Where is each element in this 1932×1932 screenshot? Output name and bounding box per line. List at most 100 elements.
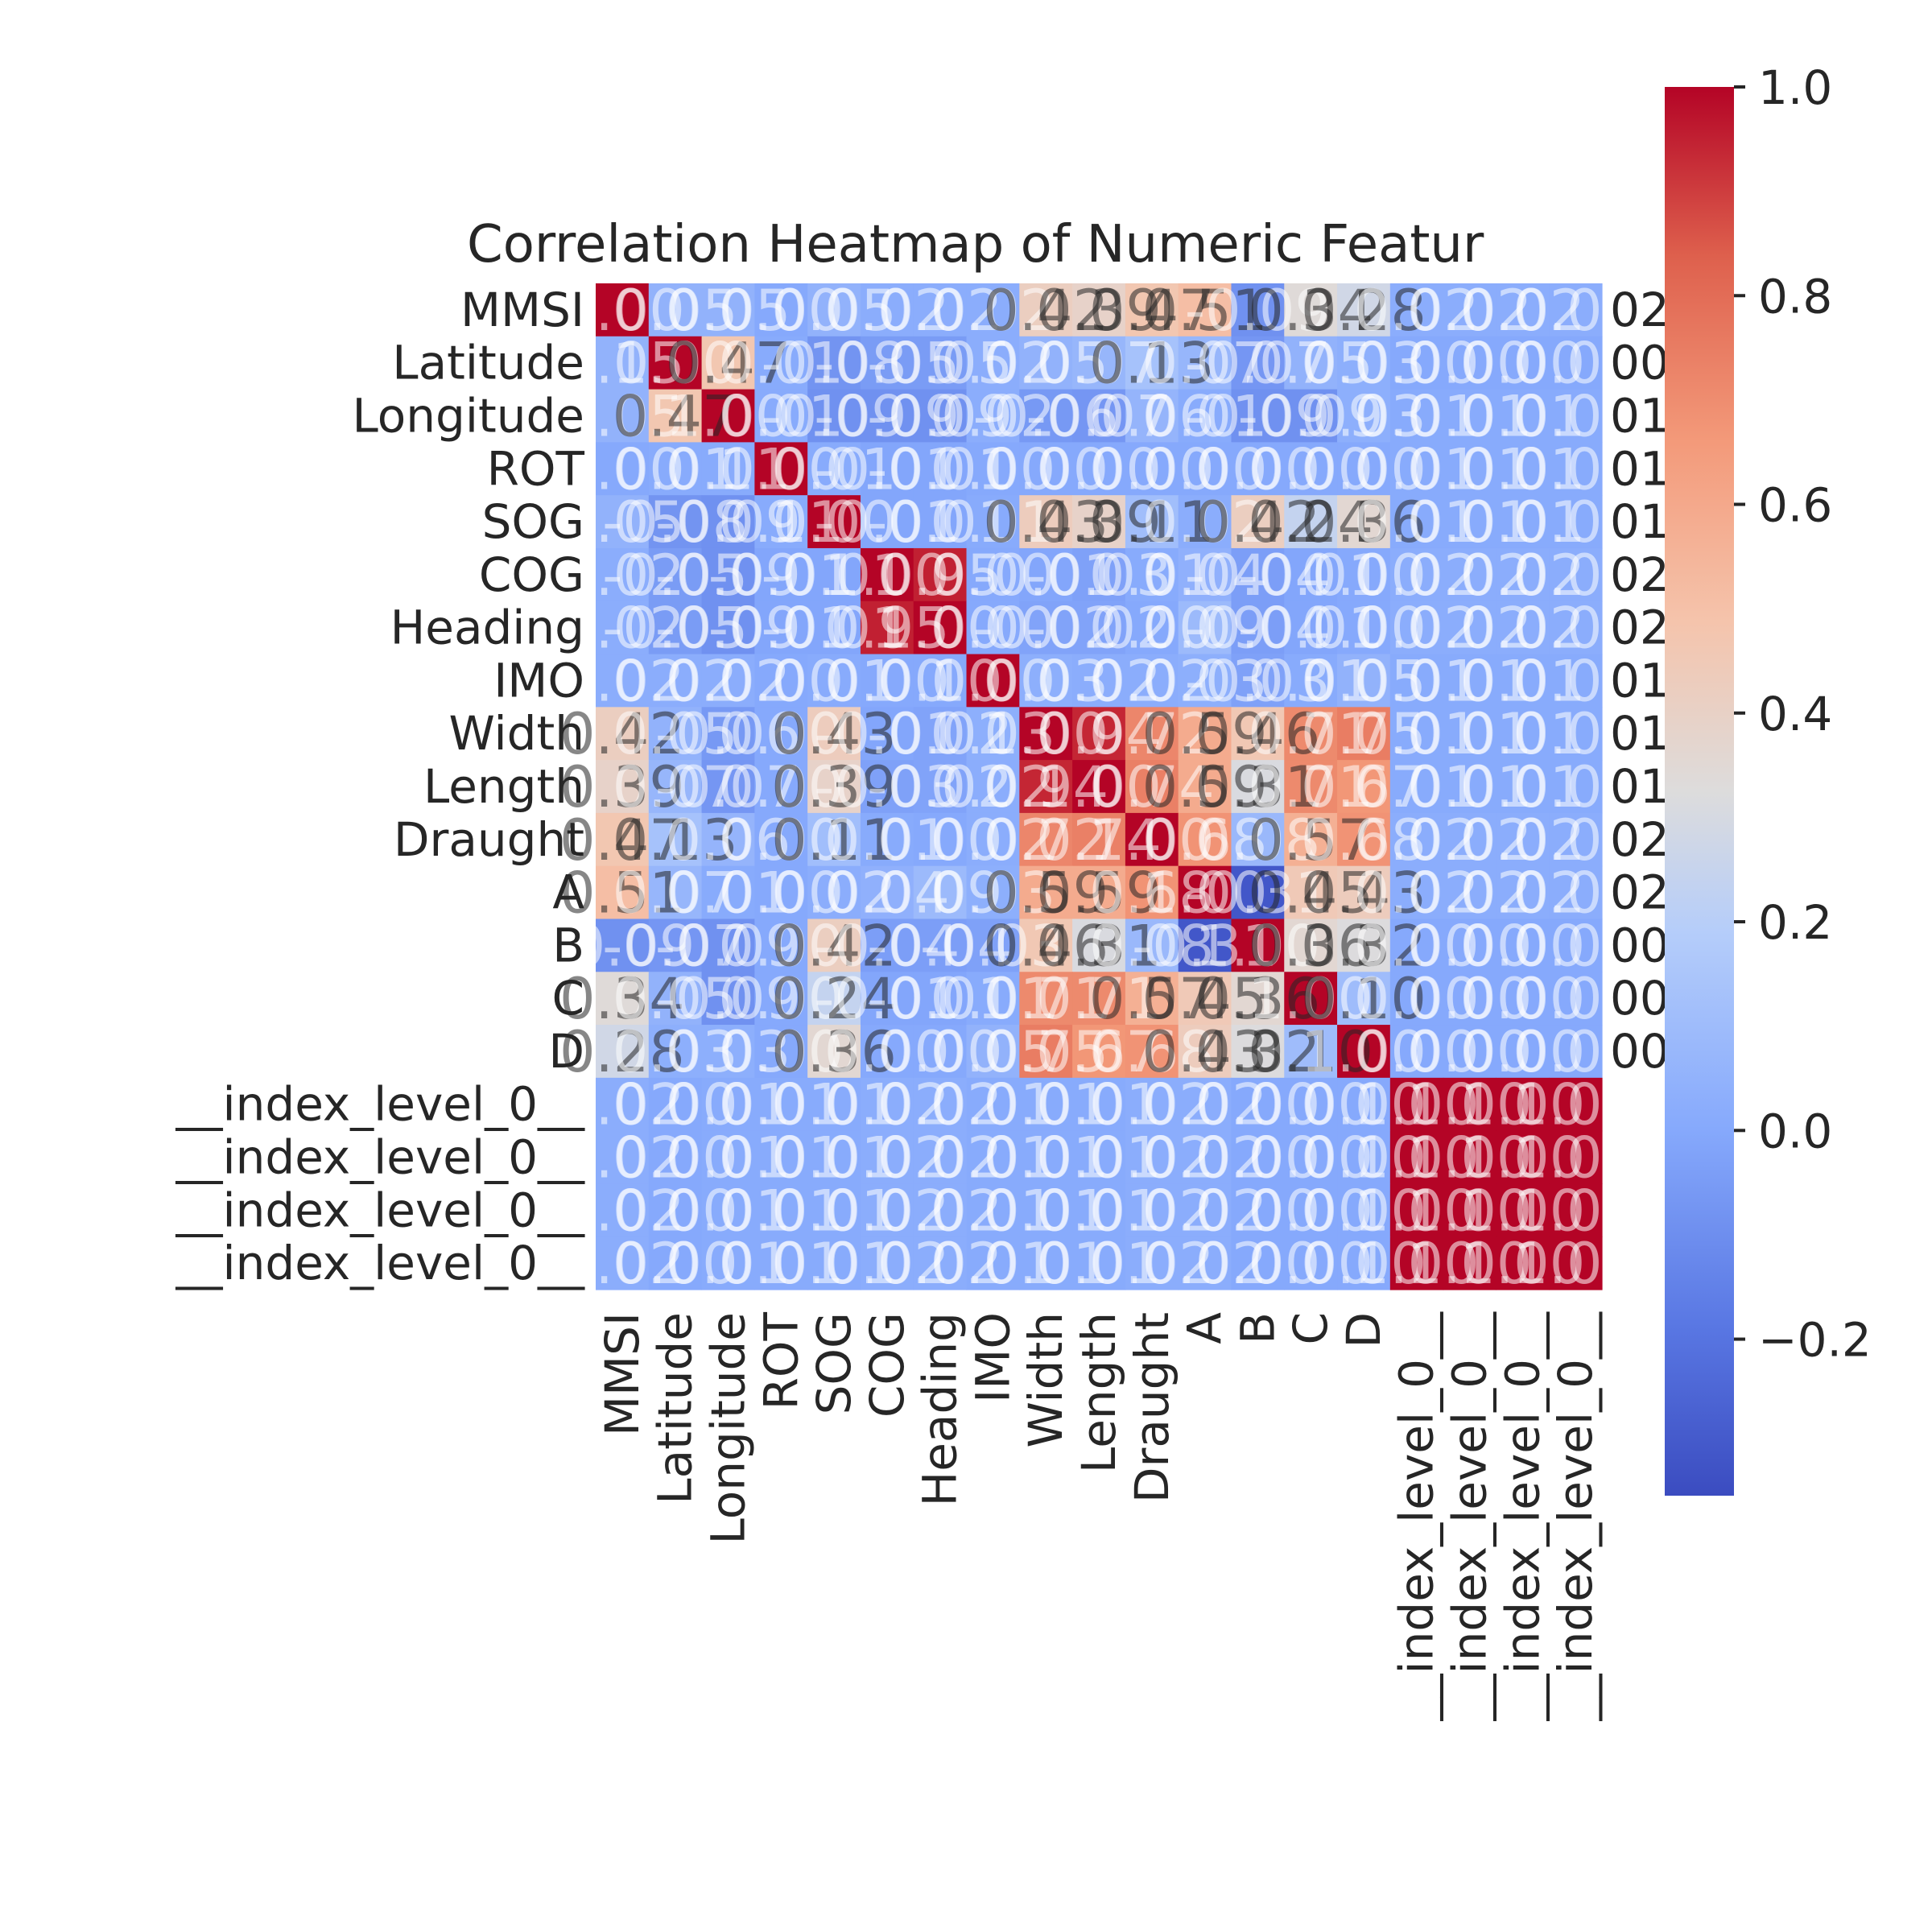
heatmap-cell <box>860 760 914 814</box>
heatmap-cell <box>701 812 755 867</box>
cell-annotation: 0.68 <box>1089 861 1215 927</box>
cell-annotation: 0.05 <box>613 966 738 1032</box>
cell-annotation: 0.00 <box>877 1019 1003 1085</box>
cell-annotation: -0.09 <box>655 489 801 555</box>
cell-annotation: 0.47 <box>559 807 685 873</box>
cell-annotation: -0.01 <box>1238 543 1384 609</box>
cell-annotation: 0.43 <box>771 701 897 767</box>
cell-annotation: 0.00 <box>1301 543 1426 609</box>
heatmap-cell <box>754 495 808 549</box>
heatmap-cell <box>913 865 968 920</box>
heatmap-cell <box>1443 389 1497 443</box>
heatmap-cell <box>1178 1183 1232 1237</box>
heatmap-cell <box>596 1236 650 1290</box>
column-label: COG <box>860 1312 914 1418</box>
cell-annotation: 0.07 <box>1142 331 1268 397</box>
cell-annotation: 0.00 <box>1248 1178 1373 1244</box>
cell-annotation: 0.01 <box>1407 754 1533 820</box>
cell-annotation: 0.03 <box>1142 648 1268 714</box>
row-label: SOG <box>482 494 584 549</box>
heatmap-cell <box>807 495 861 549</box>
cell-annotation: 0.00 <box>613 1178 738 1244</box>
cell-annotation: 0.03 <box>1301 383 1426 449</box>
heatmap-cell <box>1072 283 1126 337</box>
heatmap-cell <box>754 1025 808 1079</box>
heatmap-cell <box>1019 601 1073 655</box>
cell-annotation: 0.02 <box>1142 1072 1268 1138</box>
cell-annotation: 0.00 <box>718 807 844 873</box>
cell-annotation: 0.02 <box>1459 278 1585 344</box>
cell-annotation: 1.00 <box>983 701 1108 767</box>
heatmap-cell <box>1496 760 1550 814</box>
cell-annotation: 0.00 <box>1195 1231 1320 1297</box>
cell-annotation: 0.00 <box>1513 331 1638 397</box>
cell-annotation: -0.09 <box>867 383 1013 449</box>
heatmap-cell <box>913 336 968 390</box>
cell-annotation: 0.00 <box>1301 1178 1426 1244</box>
heatmap-cell <box>596 865 650 920</box>
cell-annotation: 0.00 <box>1248 436 1373 502</box>
cell-annotation: -0.01 <box>867 966 1013 1032</box>
cell-annotation: 0.02 <box>559 543 685 609</box>
cell-annotation: -0.01 <box>973 543 1119 609</box>
cell-annotation: 0.01 <box>1407 701 1533 767</box>
heatmap-cell <box>1549 495 1603 549</box>
heatmap-cell <box>1284 760 1338 814</box>
cell-annotation: 0.02 <box>559 596 685 662</box>
heatmap-cell <box>1072 865 1126 920</box>
heatmap-cell <box>1284 547 1338 602</box>
cell-annotation: 0.02 <box>1513 861 1638 927</box>
heatmap-cell <box>1496 495 1550 549</box>
cell-annotation: 1.00 <box>1459 1125 1585 1191</box>
heatmap-cell <box>1443 495 1497 549</box>
cell-annotation: 0.02 <box>559 1072 685 1138</box>
heatmap-cell <box>1443 547 1497 602</box>
heatmap-cell <box>1389 1130 1444 1185</box>
heatmap-cell <box>966 389 1020 443</box>
row-label: A <box>552 865 584 920</box>
cell-annotation: 0.11 <box>1089 489 1215 555</box>
row-trailing-label: 00 <box>1610 918 1670 972</box>
cell-annotation: 0.01 <box>1513 701 1638 767</box>
cell-annotation: 0.00 <box>1195 1178 1320 1244</box>
cell-annotation: 1.00 <box>1354 1178 1480 1244</box>
cell-annotation: -0.01 <box>1238 596 1384 662</box>
heatmap-cell <box>1125 919 1179 972</box>
heatmap-cell <box>1231 654 1285 708</box>
cell-annotation: 0.01 <box>718 1231 844 1297</box>
row-label: __index_level_0__ <box>175 1236 586 1290</box>
cell-annotation: 0.02 <box>1354 596 1480 662</box>
heatmap-cell <box>648 1236 703 1290</box>
cell-annotation: 0.00 <box>718 966 844 1032</box>
heatmap-cell <box>807 283 861 337</box>
cell-annotation: 0.08 <box>1089 913 1215 979</box>
cell-annotation: 0.57 <box>1248 807 1373 873</box>
heatmap-cell <box>1549 972 1603 1026</box>
cell-annotation: -0.06 <box>973 383 1119 449</box>
heatmap-cell <box>807 336 861 390</box>
heatmap-cell <box>701 919 755 972</box>
cell-annotation: 0.02 <box>1407 596 1533 662</box>
heatmap-cell <box>1443 601 1497 655</box>
cell-annotation: 0.72 <box>1089 701 1215 767</box>
heatmap-cell <box>913 495 968 549</box>
heatmap-cell <box>648 601 703 655</box>
cell-annotation: 0.01 <box>1407 436 1533 502</box>
cell-annotation: 0.01 <box>1036 1231 1162 1297</box>
cell-annotation: 0.02 <box>877 278 1003 344</box>
heatmap-cell <box>913 1130 968 1185</box>
cell-annotation: 0.01 <box>983 1125 1108 1191</box>
cell-annotation: 0.00 <box>1089 436 1215 502</box>
heatmap-cell <box>701 442 755 496</box>
heatmap-cell <box>1496 812 1550 867</box>
heatmap-cell <box>1496 1236 1550 1290</box>
heatmap-cell <box>860 654 914 708</box>
cell-annotation: 0.00 <box>1513 913 1638 979</box>
cell-annotation: 0.01 <box>1459 648 1585 714</box>
cell-annotation: -0.09 <box>1185 383 1331 449</box>
row-trailing-label: 02 <box>1610 812 1670 867</box>
heatmap-cell <box>1389 336 1444 390</box>
cell-annotation: 0.02 <box>1354 861 1480 927</box>
row-trailing-label: 00 <box>1610 971 1670 1026</box>
